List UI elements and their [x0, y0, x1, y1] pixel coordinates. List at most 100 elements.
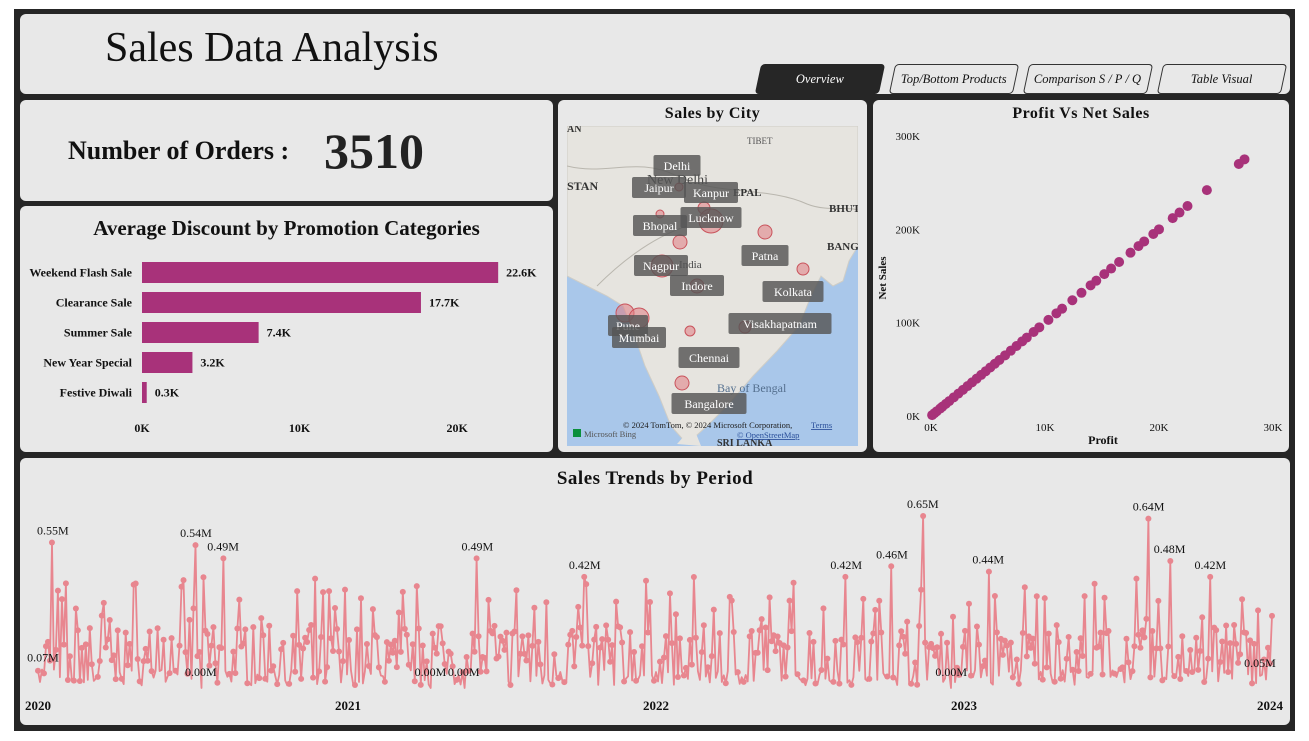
trend-point — [639, 643, 646, 650]
trend-point — [453, 676, 460, 683]
trend-title: Sales Trends by Period — [556, 468, 754, 489]
trend-point — [631, 649, 638, 656]
trend-point — [334, 625, 341, 632]
trend-data-label: 0.42M — [1194, 558, 1226, 572]
discount-chart-title: Average Discount by Promotion Categories — [93, 216, 480, 240]
trend-point — [818, 666, 825, 673]
trend-point — [312, 575, 319, 582]
trend-point — [932, 652, 939, 659]
bar-category-label: Weekend Flash Sale — [29, 266, 132, 280]
tab-overview[interactable]: Overview — [754, 64, 886, 94]
trend-point — [391, 637, 398, 644]
trend-point — [262, 675, 269, 682]
trend-point — [296, 641, 303, 648]
city-bubble — [796, 262, 810, 276]
trend-point — [1217, 659, 1224, 666]
trend-point — [66, 653, 73, 660]
city-label-bg — [612, 327, 666, 348]
trend-point — [104, 636, 111, 643]
trend-point — [1223, 622, 1230, 629]
trend-point — [754, 649, 761, 656]
trend-point — [607, 658, 614, 665]
trend-point — [491, 622, 498, 629]
city-label: Patna — [752, 249, 779, 263]
trend-point — [310, 674, 317, 681]
trend-point — [682, 664, 689, 671]
trend-point — [1015, 680, 1022, 687]
trend-point — [944, 639, 951, 646]
trend-point — [1201, 678, 1208, 685]
trend-point — [304, 638, 311, 645]
trend-point — [617, 624, 624, 631]
city-label: Jaipur — [644, 181, 673, 195]
trend-point — [842, 573, 849, 580]
tab-comparison[interactable]: Comparison S / P / Q — [1022, 64, 1154, 94]
trend-point — [395, 609, 402, 616]
scatter-point — [1167, 213, 1178, 224]
city-label-bg — [728, 313, 832, 334]
trend-point — [746, 633, 753, 640]
trend-point — [985, 568, 992, 575]
trend-point — [1189, 668, 1196, 675]
trend-point — [860, 595, 867, 602]
trend-point — [993, 629, 1000, 636]
trend-point — [40, 670, 47, 677]
trend-point — [786, 597, 793, 604]
x-tick-label: 20K — [447, 421, 469, 435]
trend-point — [441, 660, 448, 667]
trend-point — [647, 598, 654, 605]
tab-top-bottom-products[interactable]: Top/Bottom Products — [888, 64, 1020, 94]
trend-point — [772, 648, 779, 655]
map-region-label: STAN — [567, 179, 598, 193]
trend-point — [954, 664, 961, 671]
trend-point — [656, 658, 663, 665]
trend-point — [1123, 635, 1130, 642]
x-tick-label: 2024 — [1257, 698, 1284, 713]
scatter-point — [1034, 322, 1045, 333]
trend-point — [385, 657, 392, 664]
trend-point — [1057, 675, 1064, 682]
trend-point — [330, 648, 337, 655]
trend-point — [134, 656, 141, 663]
trend-data-label: 0.42M — [830, 558, 862, 572]
trend-point — [768, 638, 775, 645]
trend-point — [633, 677, 640, 684]
scatter-point — [1067, 295, 1078, 306]
trend-point — [854, 639, 861, 646]
trend-point — [581, 573, 588, 580]
trend-point — [78, 644, 85, 651]
trend-point — [230, 648, 237, 655]
trend-point — [1125, 659, 1132, 666]
trend-point — [908, 680, 915, 687]
bar — [142, 262, 499, 283]
x-tick-label: 2021 — [335, 698, 361, 713]
trend-data-label: 0.65M — [907, 497, 939, 511]
trend-point — [1023, 653, 1030, 660]
trend-point — [878, 629, 885, 636]
india-map[interactable]: TIBET BHUTAN BANGLADESH SRI LANKA STAN AN EPAL… — [567, 126, 858, 446]
trend-point — [537, 661, 544, 668]
trend-point — [511, 628, 518, 635]
tab-table-visual[interactable]: Table Visual — [1156, 64, 1288, 94]
trend-point — [1045, 630, 1052, 637]
city-label: Kanpur — [693, 186, 729, 200]
trend-point — [1231, 622, 1238, 629]
trend-point — [523, 657, 530, 664]
trend-point — [389, 649, 396, 656]
trend-point — [485, 596, 492, 603]
trend-point — [571, 663, 578, 670]
trend-point — [627, 629, 634, 636]
bar — [142, 322, 259, 343]
trend-point — [507, 681, 514, 688]
trend-point — [1119, 664, 1126, 671]
trend-point — [449, 663, 456, 670]
bar-category-label: Clearance Sale — [56, 296, 133, 310]
trend-point — [938, 630, 945, 637]
trend-point — [876, 597, 883, 604]
trend-point — [1019, 630, 1026, 637]
map-region-label: BHUTAN — [829, 203, 858, 215]
trend-point — [660, 654, 667, 661]
trend-point — [499, 637, 506, 644]
trend-point — [794, 671, 801, 678]
city-bubble — [757, 224, 773, 240]
